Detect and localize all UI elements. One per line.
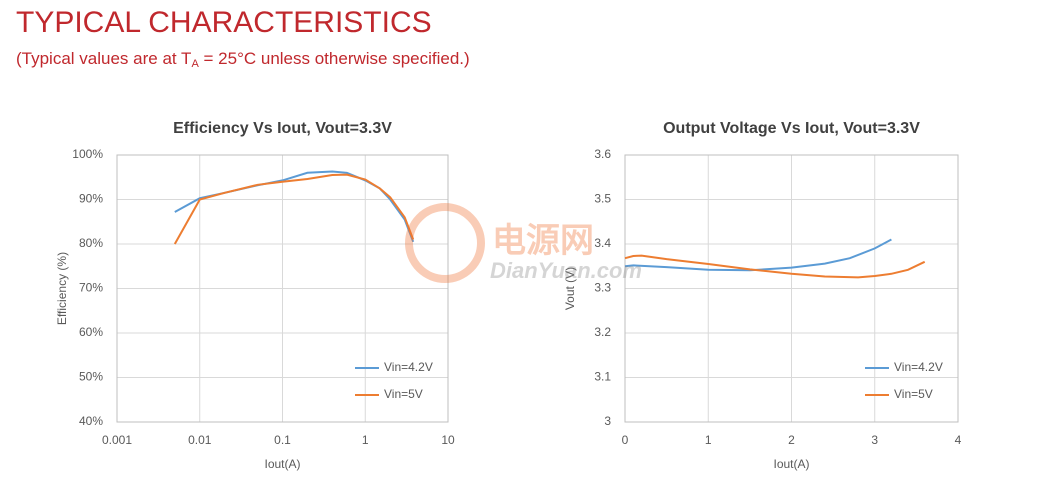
plot-frame <box>116 154 449 423</box>
page-title: TYPICAL CHARACTERISTICS <box>16 6 432 39</box>
y-tick-label: 70% <box>79 281 103 295</box>
watermark-cn: 电源网 <box>492 222 594 260</box>
watermark-logo <box>405 203 485 283</box>
y-tick-label: 3.6 <box>594 147 611 161</box>
y-tick-label: 90% <box>79 192 103 206</box>
x-tick-label: 0.1 <box>274 433 291 447</box>
y-tick-label: 3.5 <box>594 192 611 206</box>
series-line <box>624 238 892 272</box>
legend-label: Vin=4.2V <box>384 360 433 374</box>
plot-frame <box>624 154 959 423</box>
subtitle-part: (Typical values are at T <box>16 49 191 68</box>
y-tick-label: 50% <box>79 370 103 384</box>
x-tick-label: 0 <box>622 433 629 447</box>
y-axis-label: Efficiency (%) <box>55 252 69 325</box>
x-tick-label: 2 <box>788 433 795 447</box>
y-tick-label: 3.4 <box>594 236 611 250</box>
y-tick-label: 80% <box>79 236 103 250</box>
chart-title: Efficiency Vs Iout, Vout=3.3V <box>173 120 392 137</box>
legend-label: Vin=4.2V <box>894 360 943 374</box>
watermark-en: DianYuan.com <box>490 258 642 283</box>
x-tick-label: 0.01 <box>188 433 212 447</box>
y-tick-label: 3.1 <box>594 370 611 384</box>
y-tick-label: 40% <box>79 414 103 428</box>
y-tick-label: 60% <box>79 325 103 339</box>
x-axis-label: Iout(A) <box>264 457 300 471</box>
y-tick-label: 3.3 <box>594 281 611 295</box>
y-tick-label: 3 <box>604 414 611 428</box>
watermark: 电源网 DianYuan.com <box>405 203 642 283</box>
subtitle-subscript: A <box>191 58 199 70</box>
legend-label: Vin=5V <box>894 387 933 401</box>
x-tick-label: 1 <box>705 433 712 447</box>
y-axis-label: Vout (V) <box>563 267 577 310</box>
x-tick-label: 3 <box>871 433 878 447</box>
series-line <box>173 173 415 245</box>
series-line <box>624 254 926 279</box>
x-tick-label: 10 <box>441 433 455 447</box>
page-subtitle: (Typical values are at TA = 25°C unless … <box>16 49 470 69</box>
x-tick-label: 4 <box>955 433 962 447</box>
y-tick-label: 100% <box>72 147 103 161</box>
legend-label: Vin=5V <box>384 387 423 401</box>
x-tick-label: 1 <box>362 433 369 447</box>
chart-title: Output Voltage Vs Iout, Vout=3.3V <box>663 120 920 137</box>
series-line <box>174 170 415 243</box>
x-tick-label: 0.001 <box>102 433 132 447</box>
y-tick-label: 3.2 <box>594 325 611 339</box>
subtitle-part: = 25°C unless otherwise specified.) <box>199 49 470 68</box>
x-axis-label: Iout(A) <box>773 457 809 471</box>
